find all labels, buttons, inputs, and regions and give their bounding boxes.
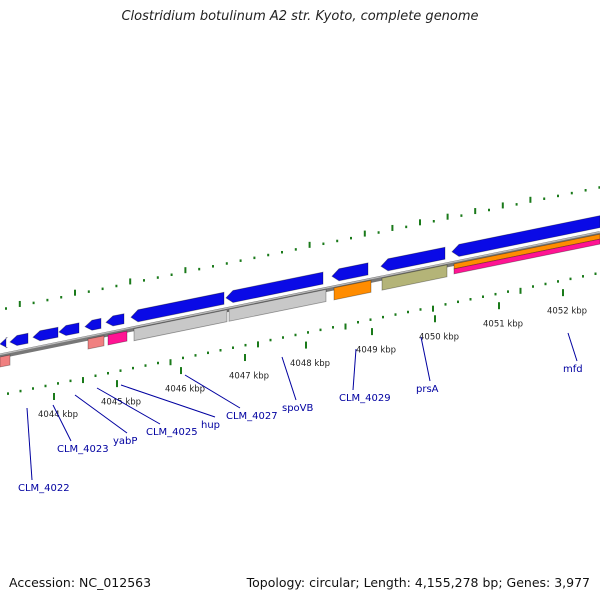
gene-label-clm_4029: CLM_4029: [339, 393, 391, 404]
gene-label-clm_4022: CLM_4022: [18, 483, 70, 494]
feature-arrow: [451, 215, 600, 257]
feature-arrow: [32, 326, 59, 342]
feature-arrow: [87, 335, 105, 350]
gene-label-clm_4023: CLM_4023: [57, 444, 109, 455]
label-leader: [52, 404, 72, 442]
feature-arrow: [107, 330, 128, 346]
feature-arrow: [0, 354, 11, 368]
label-leader: [74, 394, 128, 434]
feature-arrow: [0, 336, 9, 349]
kbp-label: 4052 kbp: [547, 306, 587, 316]
feature-arrow: [130, 291, 225, 323]
gc-content-track-inner: [7, 272, 597, 395]
feature-arrow: [228, 289, 327, 322]
feature-arrow: [331, 262, 369, 282]
backbone-line: [0, 231, 600, 359]
kbp-label: 4050 kbp: [419, 333, 459, 343]
feature-arrow: [381, 264, 448, 291]
topology-label: Topology: circular; Length: 4,155,278 bp…: [246, 575, 590, 590]
gene-label-clm_4027: CLM_4027: [226, 411, 278, 422]
feature-arrow: [9, 332, 29, 346]
kbp-label: 4046 kbp: [165, 384, 205, 394]
feature-arrow: [133, 309, 228, 342]
feature-track: [0, 215, 600, 368]
kbp-label: 4049 kbp: [356, 345, 396, 355]
gene-label-mfd: mfd: [563, 364, 583, 375]
gene-label-prsa: prsA: [416, 384, 439, 395]
gene-label-hup: hup: [201, 420, 220, 431]
feature-arrow: [380, 246, 446, 272]
label-leader: [184, 374, 241, 409]
label-leader: [567, 332, 578, 362]
backbone-highlight: [0, 231, 600, 356]
feature-arrow: [58, 322, 80, 336]
label-leader: [26, 407, 33, 481]
kbp-label: 4051 kbp: [483, 319, 523, 329]
gene-label-yabp: yabP: [113, 436, 137, 447]
feature-arrow: [333, 279, 372, 301]
gene-label-clm_4025: CLM_4025: [146, 427, 198, 438]
gc-skew-track-outer: [5, 186, 600, 310]
kbp-label: 4048 kbp: [290, 359, 330, 369]
kbp-label: 4047 kbp: [229, 371, 269, 381]
label-leader: [120, 384, 216, 418]
label-leader: [96, 387, 161, 425]
feature-arrow: [105, 313, 125, 327]
label-leader: [352, 348, 357, 391]
accession-label: Accession: NC_012563: [9, 575, 152, 590]
feature-arrow: [225, 271, 324, 303]
feature-arrow: [453, 238, 600, 275]
feature-arrow: [453, 233, 600, 270]
genome-backbone: [0, 231, 600, 359]
map-title: Clostridium botulinum A2 str. Kyoto, com…: [121, 9, 479, 24]
kbp-label: 4045 kbp: [101, 397, 141, 407]
gene-label-spovb: spoVB: [282, 403, 314, 414]
feature-arrow: [84, 317, 102, 331]
label-leader: [281, 356, 297, 401]
label-leader: [420, 336, 431, 382]
